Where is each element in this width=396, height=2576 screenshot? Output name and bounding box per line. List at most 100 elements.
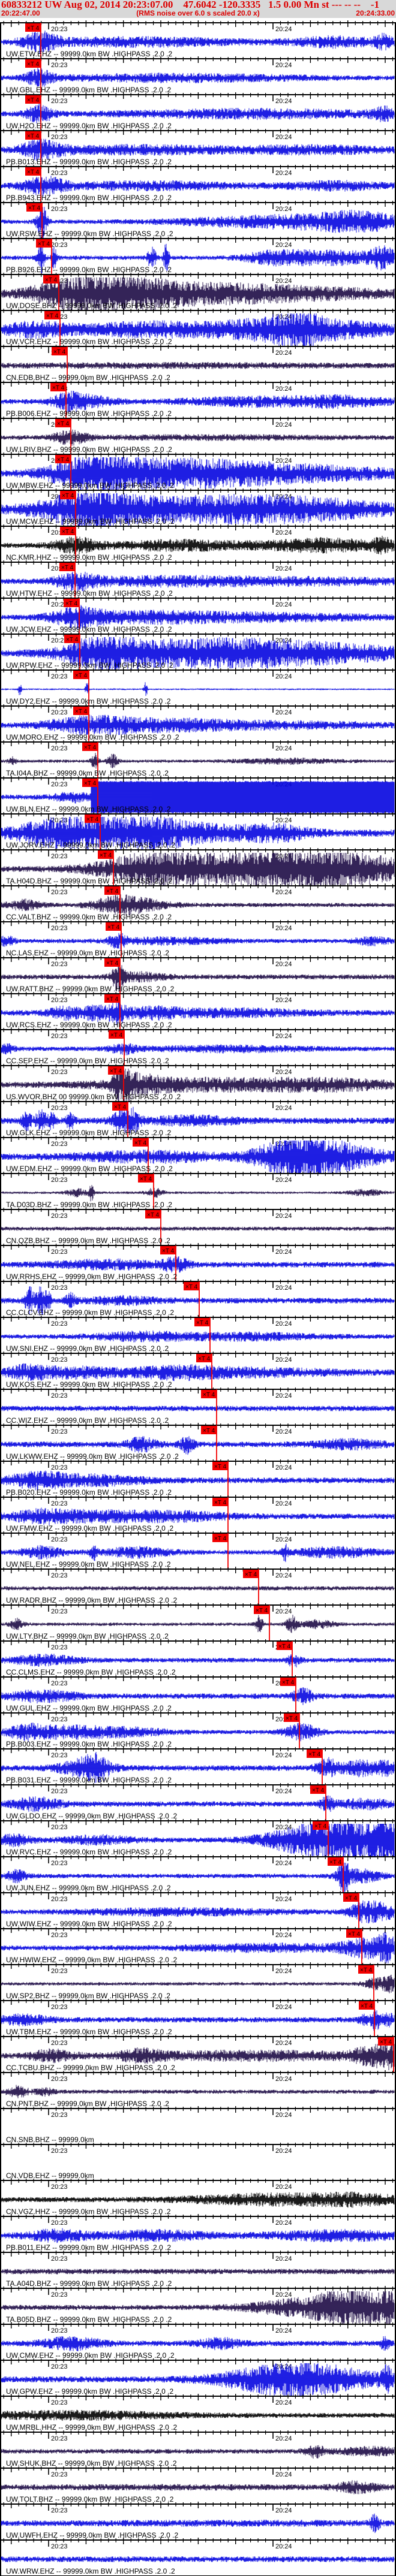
- waveform-trace[interactable]: [1, 2513, 395, 2533]
- pick-marker[interactable]: ×T 4: [194, 1317, 211, 1353]
- pick-marker[interactable]: ×T 4: [112, 1102, 128, 1137]
- waveform-trace[interactable]: [1, 493, 395, 526]
- trace-row[interactable]: 20:23 20:24 ×T 4 UW.HWIW.EHZ -- 99999.0km B…: [0, 1926, 396, 1964]
- trace-row[interactable]: 20:23 20:24 ×T 4 CC.VALT.BHZ -- 99999.0km B…: [0, 883, 396, 921]
- pick-marker[interactable]: ×T 4: [212, 1533, 229, 1568]
- waveform-trace[interactable]: [1, 961, 395, 993]
- trace-row[interactable]: 20:23 20:24 ×T 4 UW.SP2.BHZ -- 99999.0km BW…: [0, 1962, 396, 2000]
- trace-row[interactable]: 20:23 20:24 ×T 4 TA.I04A.BHZ -- 99999.0km B…: [0, 740, 396, 777]
- pick-marker[interactable]: ×T 4: [313, 1821, 329, 1856]
- pick-flag-box[interactable]: [26, 203, 42, 212]
- trace-row[interactable]: 20:23 20:24 ×T 4 UW.RADR.BHZ -- 99999.0km B…: [0, 1567, 396, 1604]
- trace-row[interactable]: 20:23 20:24 ×T 4 UW.EDM.EHZ -- 99999.0km BW…: [0, 1135, 396, 1173]
- trace-row[interactable]: 20:23 20:24 ×T 4 TA.D03D.BHZ -- 99999.0km B…: [0, 1171, 396, 1209]
- trace-row[interactable]: 20:23 20:24 ×T 4 PB.B013.EHZ -- 99999.0km B…: [0, 128, 396, 166]
- trace-row[interactable]: 20:23 20:24 ×T 4 UW.HTW.EHZ -- 99999.0km BW…: [0, 560, 396, 598]
- waveform-trace[interactable]: [1, 68, 395, 87]
- trace-row[interactable]: 20:23 20:24 ×T 4 UW.ETW.EHZ -- 99999.0km BW…: [0, 20, 396, 58]
- pick-flag-box[interactable]: [52, 347, 67, 355]
- trace-row[interactable]: 20:23 20:24 ×T 4 TA.H04D.BHZ -- 99999.0km B…: [0, 847, 396, 885]
- pick-flag-box[interactable]: [59, 563, 75, 571]
- waveform-trace[interactable]: [1, 2291, 395, 2324]
- pick-marker[interactable]: ×T 4: [73, 706, 89, 741]
- pick-marker[interactable]: ×T 4: [55, 454, 71, 490]
- trace-row[interactable]: 20:23 20:24 UW.SHUK.BHZ -- 99999.0km BW .H…: [0, 2430, 396, 2468]
- trace-row[interactable]: 20:23 20:24 PB.B011.EHZ -- 99999.0km BW .H…: [0, 2214, 396, 2252]
- trace-row[interactable]: 20:23 20:24 ×T 4 UW.RVC.EHZ -- 99999.0km BW…: [0, 1818, 396, 1856]
- pick-marker[interactable]: ×T 4: [25, 95, 41, 130]
- pick-flag-box[interactable]: [104, 958, 120, 967]
- trace-row[interactable]: 20:23 20:24 ×T 4 NC.KMR.HHZ -- 99999.0km BW…: [0, 524, 396, 562]
- trace-row[interactable]: 20:23 20:24 ×T 4 UW.MCW.EHZ -- 99999.0km BW…: [0, 488, 396, 526]
- pick-flag-box[interactable]: [284, 1714, 299, 1722]
- pick-flag-box[interactable]: [145, 1210, 161, 1218]
- waveform-trace[interactable]: [1, 138, 395, 162]
- waveform-trace[interactable]: [1, 1286, 395, 1316]
- pick-marker[interactable]: ×T 4: [25, 167, 41, 202]
- trace-row[interactable]: 20:23 20:24 TA.A04D.BHZ -- 99999.0km BW .H…: [0, 2250, 396, 2288]
- pick-flag-box[interactable]: [196, 1354, 212, 1362]
- trace-row[interactable]: 20:23 20:24 ×T 4 CN.QZB.BHZ -- 99999.0km BW…: [0, 1207, 396, 1245]
- pick-flag-box[interactable]: [138, 1174, 154, 1183]
- waveform-trace[interactable]: [1, 2040, 395, 2071]
- waveform-trace[interactable]: [1, 1226, 395, 1231]
- waveform-trace[interactable]: [1, 457, 395, 490]
- waveform-trace[interactable]: [1, 2085, 395, 2098]
- waveform-trace[interactable]: [1, 429, 395, 446]
- pick-flag-box[interactable]: [277, 1642, 292, 1650]
- trace-row[interactable]: 20:23 20:24 CN.VGZ.HHZ -- 99999.0km BW .HI…: [0, 2178, 396, 2216]
- trace-row[interactable]: 20:23 20:24 TA.B05D.BHZ -- 99999.0km BW .H…: [0, 2286, 396, 2324]
- pick-marker[interactable]: ×T 4: [82, 778, 98, 813]
- waveform-trace[interactable]: [1, 176, 395, 197]
- pick-flag-box[interactable]: [43, 275, 59, 283]
- waveform-trace[interactable]: [1, 242, 395, 274]
- waveform-trace[interactable]: [1, 2363, 395, 2396]
- pick-flag-box[interactable]: [343, 1893, 359, 1902]
- trace-row[interactable]: 20:23 20:24 ×T 4 CC.WIZ.EHZ -- 99999.0km BW…: [0, 1387, 396, 1425]
- pick-marker[interactable]: ×T 4: [52, 346, 68, 382]
- pick-flag-box[interactable]: [82, 743, 98, 751]
- pick-marker[interactable]: ×T 4: [359, 2001, 375, 2036]
- waveform-trace[interactable]: [1, 206, 395, 238]
- pick-marker[interactable]: ×T 4: [280, 1677, 296, 1712]
- pick-marker[interactable]: ×T 4: [73, 670, 89, 705]
- pick-marker[interactable]: ×T 4: [243, 1569, 259, 1604]
- pick-marker[interactable]: ×T 4: [201, 1389, 217, 1425]
- waveform-trace[interactable]: [1, 1141, 395, 1173]
- pick-marker[interactable]: ×T 4: [64, 598, 80, 634]
- pick-flag-box[interactable]: [73, 671, 89, 679]
- pick-marker[interactable]: ×T 4: [85, 814, 101, 849]
- waveform-trace[interactable]: [1, 2269, 395, 2275]
- waveform-trace[interactable]: [1, 1900, 395, 1924]
- pick-marker[interactable]: ×T 4: [109, 1030, 125, 1065]
- trace-row[interactable]: 20:23 20:24 CN.SNB.BHZ -- 99999.0km: [0, 2106, 396, 2144]
- pick-marker[interactable]: ×T 4: [346, 1929, 362, 1964]
- pick-flag-box[interactable]: [194, 1318, 210, 1326]
- pick-flag-box[interactable]: [280, 1678, 296, 1686]
- waveform-trace[interactable]: [1, 637, 395, 669]
- pick-marker[interactable]: ×T 4: [104, 886, 121, 921]
- waveform-trace[interactable]: [1, 1043, 395, 1055]
- waveform-trace[interactable]: [1, 1507, 395, 1525]
- trace-row[interactable]: 20:23 20:24 ×T 4 PB.B926.EHZ -- 99999.0km B…: [0, 236, 396, 274]
- pick-marker[interactable]: ×T 4: [358, 1965, 374, 2000]
- pick-flag-box[interactable]: [108, 1066, 124, 1075]
- waveform-trace[interactable]: [1, 2009, 395, 2031]
- pick-marker[interactable]: ×T 4: [284, 1713, 300, 1748]
- waveform-trace[interactable]: [1, 1795, 395, 1812]
- trace-row[interactable]: 20:23 20:24 UW.WRW.EHZ -- 99999.0km BW .HI…: [0, 2538, 396, 2575]
- trace-row[interactable]: 20:23 20:24 ×T 4 UW.BLN.EHZ -- 99999.0km BW…: [0, 776, 396, 813]
- waveform-trace[interactable]: [1, 571, 395, 592]
- trace-row[interactable]: 20:23 20:24 ×T 4 UW.SNI.EHZ -- 99999.0km BW…: [0, 1315, 396, 1353]
- pick-flag-box[interactable]: [201, 1390, 217, 1398]
- waveform-trace[interactable]: [1, 1586, 395, 1591]
- trace-row[interactable]: 20:23 20:24 ×T 4 US.WVOR.BHZ 00 99999.0km B…: [0, 1063, 396, 1101]
- waveform-trace[interactable]: [1, 1185, 395, 1202]
- trace-row[interactable]: 20:23 20:24 ×T 4 UW.JUN.EHZ -- 99999.0km BW…: [0, 1854, 396, 1892]
- trace-row[interactable]: 20:23 20:24 ×T 4 UW.LKWW.EHZ -- 99999.0km B…: [0, 1423, 396, 1461]
